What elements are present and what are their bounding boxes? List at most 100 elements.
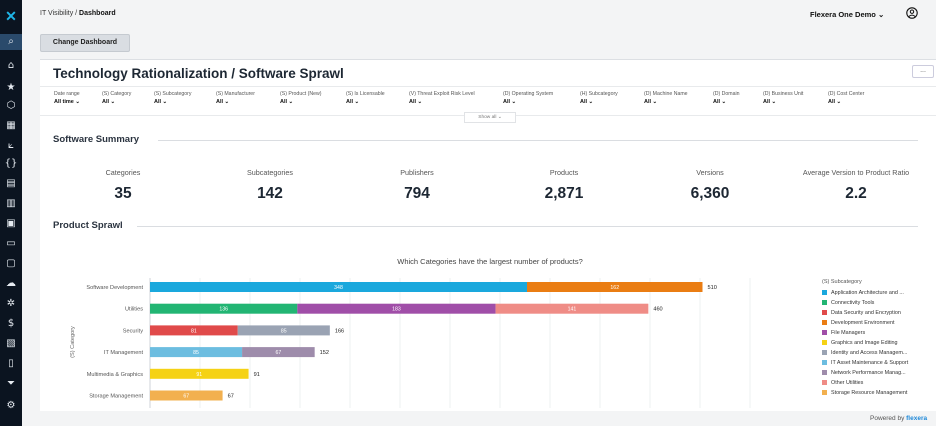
legend-swatch	[822, 330, 827, 336]
bar-segment	[297, 303, 496, 314]
filter-label: (D) Domain	[713, 91, 740, 97]
more-options-button[interactable]: ...	[912, 65, 934, 78]
bar-value-label: 136	[219, 307, 228, 313]
chart-legend: (S) Subcategory Application Architecture…	[822, 279, 936, 398]
filter-label: Date range	[54, 91, 80, 97]
org-menu[interactable]: Flexera One Demo ⌄	[810, 10, 884, 19]
summary-stat: Subcategories 142	[200, 168, 340, 203]
filter-dropdown[interactable]: (D) Cost Center All ⌄	[828, 91, 864, 105]
cube-icon[interactable]: ⬡	[6, 100, 16, 111]
bar-segment	[150, 347, 243, 358]
filter-value: All ⌄	[102, 99, 116, 105]
legend-item[interactable]: Identity and Access Managem...	[822, 348, 936, 358]
monitor-icon[interactable]: ▢	[6, 258, 16, 269]
filter-value: All ⌄	[154, 99, 168, 105]
filter-label: (S) Product (New)	[280, 91, 322, 97]
summary-stat: Categories 35	[53, 168, 193, 203]
legend-item[interactable]: Development Environment	[822, 318, 936, 328]
category-tick-label: Utilities	[125, 307, 143, 313]
book-icon[interactable]: ▧	[6, 338, 16, 349]
star-icon[interactable]: ★	[6, 82, 16, 93]
bar-total-label: 166	[335, 328, 344, 334]
filter-label: (D) Operating System	[503, 91, 554, 97]
powered-prefix: Powered by	[870, 415, 905, 422]
legend-swatch	[822, 340, 827, 346]
legend-label: Network Performance Manag...	[831, 370, 906, 376]
search-icon[interactable]: ⌕	[0, 34, 22, 50]
legend-item[interactable]: File Managers	[822, 328, 936, 338]
legend-item[interactable]: Network Performance Manag...	[822, 368, 936, 378]
sidebar: ✕ ⌕ ⌂ ★ ⬡ ▦ ⟀ {} ▤ ▥ ▣ ▭ ▢ ☁ ✲ $ ▧ ▯ ⏷ ⚙	[0, 0, 22, 426]
filter-dropdown[interactable]: (H) Subcategory All ⌄	[580, 91, 618, 105]
clipboard-icon[interactable]: ▥	[6, 198, 16, 209]
stat-value: 142	[257, 185, 283, 202]
document-icon[interactable]: ▯	[8, 358, 14, 369]
dollar-icon[interactable]: $	[7, 318, 15, 329]
table-icon[interactable]: ▣	[6, 218, 16, 229]
bar-total-label: 67	[228, 394, 234, 400]
report-icon[interactable]: ▤	[6, 178, 16, 189]
bar-segment	[237, 325, 330, 336]
summary-stat: Versions 6,360	[640, 168, 780, 203]
legend-item[interactable]: Graphics and Image Editing	[822, 338, 936, 348]
stat-value: 35	[114, 185, 132, 202]
bar-segment	[242, 347, 315, 358]
cloud-icon[interactable]: ☁	[6, 278, 16, 289]
filter-dropdown[interactable]: (S) Subcategory All ⌄	[154, 91, 191, 105]
bar-total-label: 460	[653, 307, 662, 313]
bar-value-label: 183	[392, 307, 401, 313]
filter-dropdown[interactable]: (D) Machine Name All ⌄	[644, 91, 688, 105]
analytics-icon[interactable]: ⟀	[8, 140, 14, 151]
filter-value: All ⌄	[216, 99, 230, 105]
flexera-logo-icon[interactable]: ✕	[5, 8, 17, 24]
show-all-filters-button[interactable]: Show all ⌄	[464, 112, 516, 123]
filter-dropdown[interactable]: (D) Operating System All ⌄	[503, 91, 553, 105]
stat-label: Subcategories	[247, 168, 293, 177]
user-icon[interactable]	[906, 7, 918, 19]
y-axis-label: (S) Category	[70, 326, 76, 358]
window-icon[interactable]: ▭	[6, 238, 16, 249]
stat-value: 2.2	[845, 185, 867, 202]
filter-dropdown[interactable]: (S) Category All ⌄	[102, 91, 131, 105]
section-divider	[137, 226, 918, 227]
breadcrumb-parent[interactable]: IT Visibility /	[40, 10, 78, 17]
filter-value: All time ⌄	[54, 99, 81, 105]
legend-item[interactable]: Storage Resource Management	[822, 388, 936, 398]
filter-dropdown[interactable]: (V) Threat Exploit Risk Level All ⌄	[409, 91, 475, 105]
category-tick-label: IT Management	[104, 350, 144, 356]
change-dashboard-button[interactable]: Change Dashboard	[40, 34, 130, 52]
chevron-down-icon: ⌄	[877, 10, 885, 19]
gear-check-icon[interactable]: ✲	[6, 298, 16, 309]
settings-icon[interactable]: ⚙	[6, 400, 16, 411]
filter-dropdown[interactable]: (D) Domain All ⌄	[713, 91, 740, 105]
filter-value: All ⌄	[346, 99, 360, 105]
filter-dropdown[interactable]: (S) Manufacturer All ⌄	[216, 91, 255, 105]
legend-item[interactable]: Other Utilities	[822, 378, 936, 388]
dashboard-title: Technology Rationalization / Software Sp…	[53, 66, 344, 81]
legend-label: Storage Resource Management	[831, 390, 908, 396]
grid-icon[interactable]: ▦	[6, 120, 16, 131]
legend-label: File Managers	[831, 330, 866, 336]
filter-label: (S) Is Licensable	[346, 91, 385, 97]
stat-label: Versions	[696, 168, 724, 177]
filter-dropdown[interactable]: (S) Product (New) All ⌄	[280, 91, 322, 105]
bar-value-label: 67	[183, 394, 189, 400]
home-icon[interactable]: ⌂	[7, 60, 15, 71]
bar-value-label: 67	[275, 350, 281, 356]
filter-value: All ⌄	[763, 99, 777, 105]
filter-dropdown[interactable]: (D) Business Unit All ⌄	[763, 91, 803, 105]
legend-item[interactable]: Application Architecture and ...	[822, 288, 936, 298]
legend-item[interactable]: Data Security and Encryption	[822, 308, 936, 318]
category-tick-label: Multimedia & Graphics	[87, 372, 143, 378]
braces-icon[interactable]: {}	[4, 158, 18, 169]
filter-dropdown[interactable]: (S) Is Licensable All ⌄	[346, 91, 385, 105]
category-tick-label: Storage Management	[89, 394, 143, 400]
funnel-icon[interactable]: ⏷	[7, 378, 15, 389]
breadcrumb: IT Visibility / Dashboard	[40, 10, 116, 17]
filter-dropdown[interactable]: Date range All time ⌄	[54, 91, 80, 105]
summary-stat: Publishers 794	[347, 168, 487, 203]
legend-item[interactable]: Connectivity Tools	[822, 298, 936, 308]
bar-segment	[495, 303, 649, 314]
legend-label: Identity and Access Managem...	[831, 350, 908, 356]
legend-item[interactable]: IT Asset Maintenance & Support	[822, 358, 936, 368]
